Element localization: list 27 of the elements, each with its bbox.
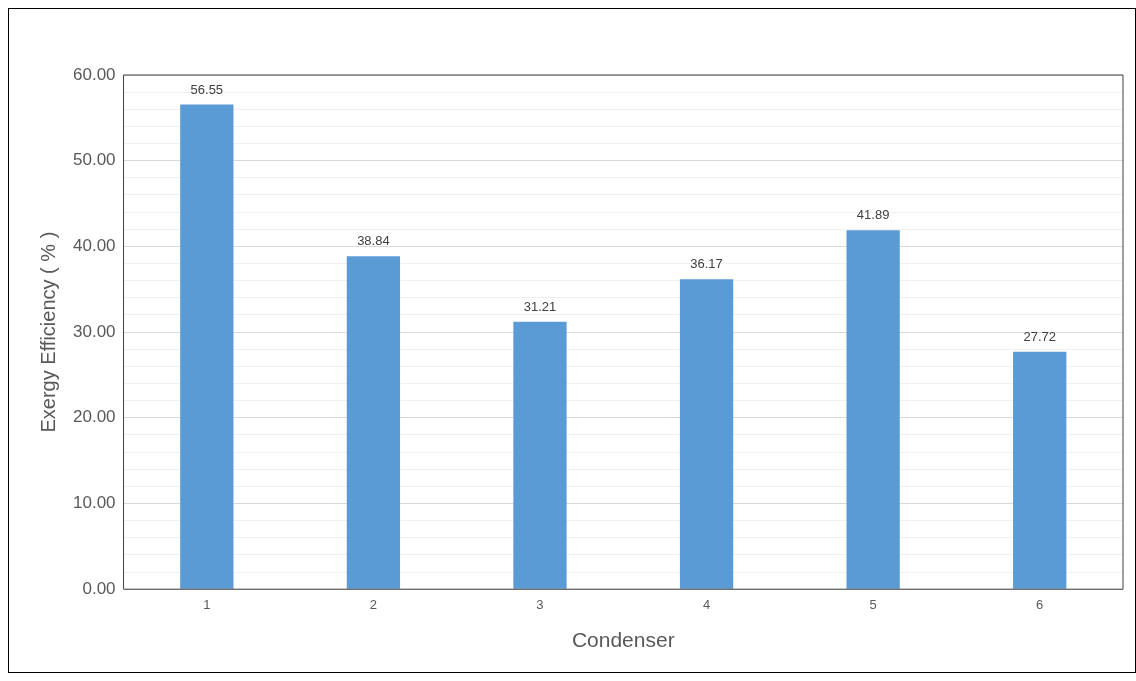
bar: [846, 230, 900, 589]
bar: [679, 279, 734, 589]
y-tick-label: 40.00: [72, 236, 116, 256]
x-tick-label: 4: [702, 596, 711, 612]
data-label: 41.89: [856, 207, 890, 223]
data-label: 36.17: [690, 256, 723, 272]
x-tick-label: 1: [203, 596, 211, 612]
y-tick-label: 60.00: [72, 64, 116, 84]
y-tick-label: 50.00: [72, 150, 116, 170]
x-tick-label: 2: [369, 596, 378, 612]
bar: [346, 256, 401, 589]
bar: [180, 104, 234, 589]
y-axis-title: Exergy Efficiency ( % ): [36, 231, 59, 433]
x-tick-label: 6: [1036, 596, 1044, 612]
data-label: 31.21: [523, 298, 557, 314]
x-tick-label: 5: [869, 596, 877, 612]
bar: [1013, 351, 1067, 589]
y-tick-label: 10.00: [72, 493, 116, 513]
y-tick-label: 0.00: [82, 578, 116, 598]
bar: [513, 321, 567, 589]
x-tick-label: 3: [536, 596, 544, 612]
data-label: 56.55: [190, 81, 224, 97]
y-tick-label: 30.00: [72, 321, 116, 341]
data-label: 38.84: [357, 233, 390, 249]
y-tick-label: 20.00: [72, 407, 116, 427]
data-label: 27.72: [1023, 328, 1056, 344]
x-axis-title: Condenser: [571, 628, 675, 652]
